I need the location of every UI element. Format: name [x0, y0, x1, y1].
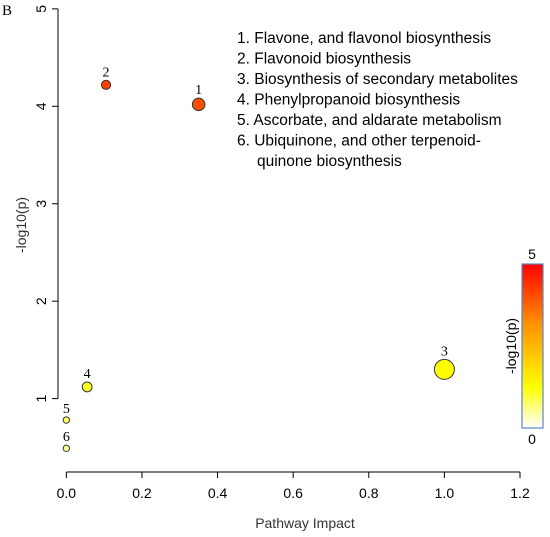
data-point-label: 3 [441, 344, 448, 359]
y-tick-label: 3 [33, 200, 49, 208]
x-tick-label: 0.0 [57, 485, 77, 501]
data-point [62, 444, 71, 453]
y-tick-label: 5 [33, 5, 49, 13]
point-labels: 1 2 3 4 5 6 [63, 65, 448, 445]
legend: 1. Flavone, and flavonol biosynthesis 2. … [237, 30, 518, 170]
data-point [62, 416, 71, 424]
legend-entry: 6. Ubiquinone, and other terpenoid- [237, 133, 481, 150]
x-tick-label: 0.4 [208, 485, 228, 501]
legend-entry: 5. Ascorbate, and aldarate metabolism [237, 112, 502, 129]
colorbar-max-label: 5 [528, 246, 536, 262]
legend-entry: 2. Flavonoid biosynthesis [237, 51, 411, 68]
x-tick-label: 1.2 [510, 485, 530, 501]
panel-label: B [2, 3, 12, 19]
data-point-label: 5 [63, 402, 70, 417]
x-tick-label: 0.8 [359, 485, 379, 501]
legend-entry: 1. Flavone, and flavonol biosynthesis [237, 30, 491, 47]
data-point-label: 4 [84, 367, 91, 382]
colorbar-min-label: 0 [528, 431, 536, 447]
data-point [100, 79, 112, 90]
data-point [433, 358, 455, 380]
data-points [62, 79, 455, 453]
colorbar-gradient [521, 263, 544, 429]
data-point [191, 97, 206, 112]
y-tick-label: 4 [33, 102, 49, 110]
y-tick-label: 1 [33, 395, 49, 403]
y-tick-label: 2 [33, 297, 49, 305]
legend-entry: quinone biosynthesis [257, 153, 402, 170]
axes: 0.0 0.2 0.4 0.6 0.8 1.0 1.2 1 2 3 4 5 [33, 5, 530, 501]
y-axis-label: -log10(p) [13, 197, 29, 253]
x-tick-label: 1.0 [435, 485, 455, 501]
x-tick-label: 0.6 [283, 485, 303, 501]
data-point-label: 2 [103, 65, 110, 80]
x-axis-label: Pathway Impact [255, 515, 355, 531]
colorbar: 5 0 -log10(p) [503, 246, 544, 447]
legend-entry: 4. Phenylpropanoid biosynthesis [237, 92, 460, 109]
data-point [81, 381, 93, 393]
legend-entry: 3. Biosynthesis of secondary metabolites [237, 71, 518, 88]
data-point-label: 1 [195, 83, 202, 98]
x-tick-label: 0.2 [132, 485, 152, 501]
data-point-label: 6 [63, 430, 70, 445]
colorbar-title: -log10(p) [503, 318, 519, 374]
